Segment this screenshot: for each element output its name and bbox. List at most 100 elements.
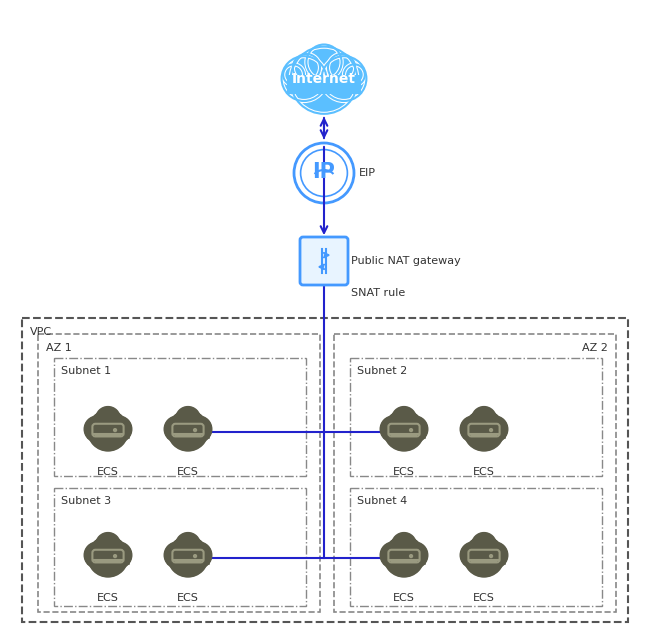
Circle shape xyxy=(384,412,424,450)
Circle shape xyxy=(328,54,355,81)
Text: IP: IP xyxy=(313,162,336,182)
Circle shape xyxy=(469,413,487,431)
Text: Subnet 3: Subnet 3 xyxy=(61,496,111,506)
Circle shape xyxy=(177,407,200,431)
Circle shape xyxy=(481,413,499,431)
Circle shape xyxy=(105,413,123,431)
Circle shape xyxy=(165,417,190,441)
Text: EIP: EIP xyxy=(359,168,376,178)
Circle shape xyxy=(461,417,486,441)
Circle shape xyxy=(168,412,208,450)
Circle shape xyxy=(381,543,406,568)
Text: VPC: VPC xyxy=(30,327,52,337)
Circle shape xyxy=(290,47,358,114)
Circle shape xyxy=(306,45,341,80)
Circle shape xyxy=(282,56,326,101)
FancyBboxPatch shape xyxy=(385,554,423,562)
Text: ECS: ECS xyxy=(393,593,415,603)
Bar xyxy=(54,358,306,476)
Text: ECS: ECS xyxy=(97,593,119,603)
Text: ECS: ECS xyxy=(473,467,495,477)
Circle shape xyxy=(113,554,117,558)
FancyBboxPatch shape xyxy=(465,554,503,562)
Circle shape xyxy=(193,554,197,558)
Circle shape xyxy=(96,533,120,557)
FancyBboxPatch shape xyxy=(300,237,348,285)
Circle shape xyxy=(389,413,407,431)
Circle shape xyxy=(344,64,365,85)
Circle shape xyxy=(177,533,200,557)
FancyBboxPatch shape xyxy=(384,427,424,437)
Circle shape xyxy=(185,413,203,431)
Circle shape xyxy=(106,417,131,441)
Text: AZ 2: AZ 2 xyxy=(582,343,608,353)
Circle shape xyxy=(489,428,493,433)
Circle shape xyxy=(93,413,111,431)
Text: ECS: ECS xyxy=(393,467,415,477)
Circle shape xyxy=(465,412,504,450)
Circle shape xyxy=(93,539,111,557)
Text: ECS: ECS xyxy=(97,467,119,477)
Text: Subnet 2: Subnet 2 xyxy=(357,366,408,376)
Bar xyxy=(334,334,616,612)
Circle shape xyxy=(392,533,416,557)
Text: Public NAT gateway: Public NAT gateway xyxy=(351,256,461,266)
Circle shape xyxy=(401,539,419,557)
FancyBboxPatch shape xyxy=(464,427,504,437)
Circle shape xyxy=(283,64,304,85)
Circle shape xyxy=(193,428,197,433)
Circle shape xyxy=(472,533,496,557)
Circle shape xyxy=(322,56,367,101)
Circle shape xyxy=(294,143,354,203)
Circle shape xyxy=(106,543,131,568)
Circle shape xyxy=(402,543,427,568)
Bar xyxy=(54,488,306,606)
Circle shape xyxy=(472,407,496,431)
Circle shape xyxy=(173,413,191,431)
Circle shape xyxy=(384,537,424,576)
Circle shape xyxy=(186,543,211,568)
Circle shape xyxy=(409,554,413,558)
Text: SNAT rule: SNAT rule xyxy=(351,288,405,298)
Text: ECS: ECS xyxy=(177,467,199,477)
Text: Internet: Internet xyxy=(292,71,356,85)
Circle shape xyxy=(482,543,508,568)
FancyBboxPatch shape xyxy=(464,553,504,562)
Circle shape xyxy=(469,539,487,557)
Circle shape xyxy=(173,539,191,557)
Circle shape xyxy=(465,537,504,576)
Circle shape xyxy=(88,537,128,576)
Circle shape xyxy=(402,417,427,441)
Circle shape xyxy=(461,543,486,568)
Text: Subnet 4: Subnet 4 xyxy=(357,496,408,506)
Text: ECS: ECS xyxy=(473,593,495,603)
FancyBboxPatch shape xyxy=(168,553,208,562)
Circle shape xyxy=(96,407,120,431)
FancyBboxPatch shape xyxy=(88,427,128,437)
FancyBboxPatch shape xyxy=(88,553,128,562)
Circle shape xyxy=(293,54,320,81)
Text: AZ 1: AZ 1 xyxy=(46,343,72,353)
Circle shape xyxy=(85,417,110,441)
Circle shape xyxy=(481,539,499,557)
Bar xyxy=(350,488,602,606)
Circle shape xyxy=(409,428,413,433)
Bar xyxy=(38,334,320,612)
FancyBboxPatch shape xyxy=(89,554,127,562)
Circle shape xyxy=(392,407,416,431)
FancyBboxPatch shape xyxy=(168,427,208,437)
FancyBboxPatch shape xyxy=(384,553,424,562)
Circle shape xyxy=(389,539,407,557)
FancyBboxPatch shape xyxy=(385,427,423,436)
Text: ECS: ECS xyxy=(177,593,199,603)
FancyBboxPatch shape xyxy=(288,75,361,94)
Circle shape xyxy=(113,428,117,433)
Bar xyxy=(22,318,628,622)
Circle shape xyxy=(381,417,406,441)
Circle shape xyxy=(165,543,190,568)
Circle shape xyxy=(186,417,211,441)
Text: Subnet 1: Subnet 1 xyxy=(61,366,111,376)
FancyBboxPatch shape xyxy=(169,554,207,562)
FancyBboxPatch shape xyxy=(465,427,503,436)
FancyBboxPatch shape xyxy=(169,427,207,436)
